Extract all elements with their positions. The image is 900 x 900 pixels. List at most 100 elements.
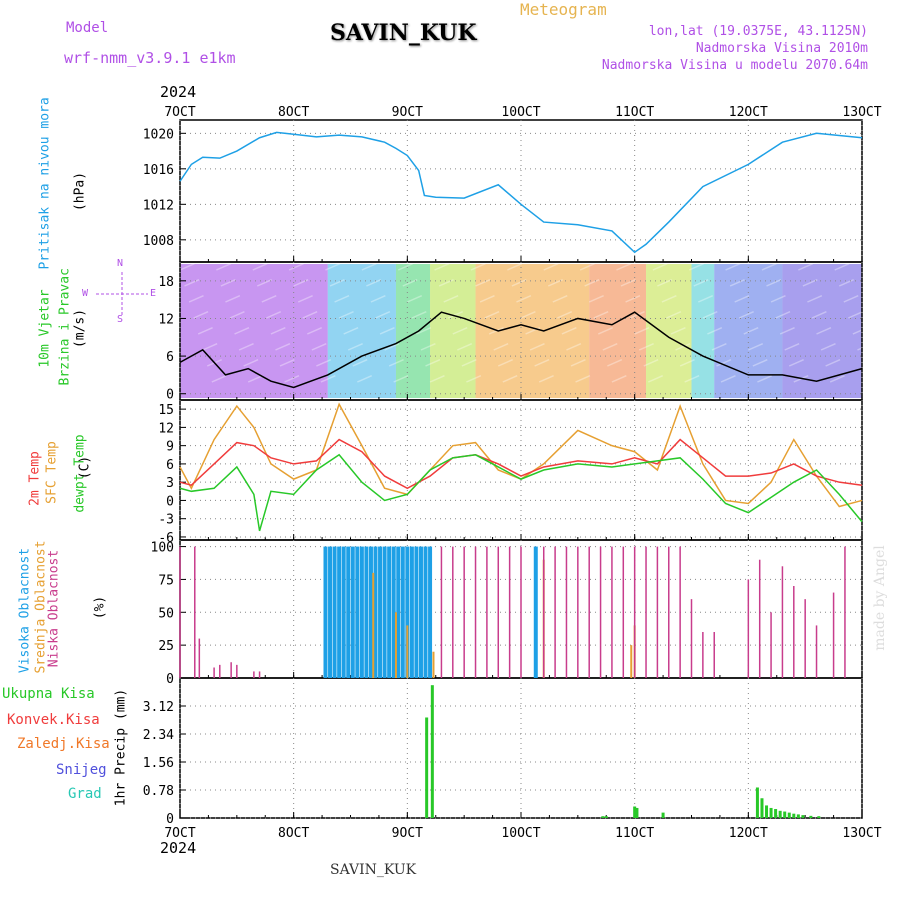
wind-band-6: [646, 264, 692, 398]
wind-arrow-17: [256, 279, 272, 287]
wind-arrow-149: [857, 343, 873, 351]
wind-arrow-105: [657, 279, 673, 287]
wind-arrow-77: [529, 343, 545, 351]
wind-arrow-134: [788, 359, 804, 367]
ytick-label-0-0: 1008: [143, 234, 174, 249]
ytick-label-3-0: 0: [166, 672, 174, 687]
ytick-label-1-2: 12: [158, 312, 174, 327]
wind-arrow-42: [370, 295, 386, 303]
wind-arrow-78: [534, 359, 550, 367]
wind-arrow-53: [420, 343, 436, 351]
xlabel-bottom-3: 10OCT: [501, 826, 540, 841]
high-cloud-bar-6: [350, 546, 355, 678]
xlabel-bottom-6: 13OCT: [842, 826, 881, 841]
xlabel-top-6: 13OCT: [842, 105, 881, 120]
wind-arrow-67: [484, 311, 500, 319]
wind-arrow-7: [211, 375, 227, 383]
precip-bar-15: [792, 813, 796, 818]
wind-arrow-12: [234, 327, 250, 335]
wind-arrow-147: [848, 311, 864, 319]
wind-arrow-54: [425, 359, 441, 367]
temp2m-line: [179, 438, 863, 490]
wind-arrow-126: [752, 359, 768, 367]
total-precip-label: Ukupna Kisa: [2, 686, 95, 702]
wind-arrow-109: [675, 343, 691, 351]
ytick-label-2-4: 6: [166, 458, 174, 473]
precip-bar-11: [774, 809, 778, 818]
high-cloud-bar-9: [364, 546, 369, 678]
wind-arrow-119: [720, 375, 736, 383]
wind-arrow-97: [620, 279, 636, 287]
lonlat-label: lon,lat (19.0375E, 43.1125N): [648, 24, 868, 39]
wind-arrow-139: [811, 311, 827, 319]
wind-arrow-140: [816, 327, 832, 335]
xlabel-bottom-4: 11OCT: [615, 826, 654, 841]
wind-arrow-104: [652, 263, 668, 271]
wind-arrow-2: [188, 295, 204, 303]
wind-arrow-18: [261, 295, 277, 303]
wind-arrow-87: [575, 375, 591, 383]
mid-cloud-bar-0: [372, 572, 375, 678]
wind-arrow-31: [320, 375, 336, 383]
wind-arrow-15: [247, 375, 263, 383]
wind-arrow-59: [447, 311, 463, 319]
wind-arrow-62: [461, 359, 477, 367]
ytick-label-4-2: 1.56: [143, 756, 174, 771]
wind-arrow-10: [225, 295, 241, 303]
ytick-label-3-4: 100: [151, 541, 174, 556]
wind-arrow-112: [688, 263, 704, 271]
sfc-temp-line: [179, 402, 863, 508]
wind-arrow-46: [388, 359, 404, 367]
wind-arrow-9: [220, 279, 236, 287]
wind-arrow-127: [757, 375, 773, 383]
ytick-label-0-1: 1012: [143, 198, 174, 213]
wind-arrow-92: [597, 327, 613, 335]
wind-arrow-63: [466, 375, 482, 383]
footer-station: SAVIN_KUK: [330, 862, 417, 878]
xlabel-top-0: 7OCT: [164, 105, 195, 120]
high-cloud-bar-11: [373, 546, 378, 678]
ytick-label-3-3: 75: [158, 573, 174, 588]
ytick-label-4-0: 0: [166, 812, 174, 827]
wind-arrow-143: [829, 375, 845, 383]
wind-arrow-80: [543, 263, 559, 271]
wind-arrow-90: [588, 295, 604, 303]
wind-arrow-21: [275, 343, 291, 351]
wind-arrow-95: [611, 375, 627, 383]
wind-arrow-93: [602, 343, 618, 351]
precip-bar-10: [769, 807, 773, 818]
model-altitude-label: Nadmorska Visina u modelu 2070.64m: [601, 58, 868, 73]
precip-bar-14: [787, 812, 791, 818]
xlabel-bottom-1: 8OCT: [278, 826, 309, 841]
model-name: wrf-nmm_v3.9.1 e1km: [64, 49, 236, 67]
wind-arrow-120: [725, 263, 741, 271]
wind-band-9: [782, 264, 862, 398]
wind-arrow-4: [197, 327, 213, 335]
wind-arrow-57: [438, 279, 454, 287]
precip-bar-3: [604, 816, 608, 818]
wind-arrow-117: [711, 343, 727, 351]
wind-arrow-52: [416, 327, 432, 335]
wind-arrow-49: [402, 279, 418, 287]
wind-arrow-125: [748, 343, 764, 351]
high-cloud-bar-3: [337, 546, 342, 678]
wind-arrow-114: [698, 295, 714, 303]
wind-arrow-136: [798, 263, 814, 271]
xlabel-bottom-5: 12OCT: [729, 826, 768, 841]
wind-arrow-108: [670, 327, 686, 335]
year-top: 2024: [160, 83, 197, 101]
model-label: Model: [66, 20, 109, 36]
high-cloud-bar-16: [396, 546, 401, 678]
wind-arrow-39: [357, 375, 373, 383]
wind-arrow-144: [834, 263, 850, 271]
wind-arrow-142: [825, 359, 841, 367]
wind-arrow-73: [511, 279, 527, 287]
precip-bar-4: [633, 806, 637, 818]
precip-bar-0: [425, 717, 429, 818]
wind-arrow-69: [493, 343, 509, 351]
high-cloud-bar-14: [387, 546, 392, 678]
wind-arrow-121: [729, 279, 745, 287]
precip-bar-9: [765, 805, 769, 818]
compass-w: W: [82, 288, 89, 299]
wind-arrow-74: [516, 295, 532, 303]
